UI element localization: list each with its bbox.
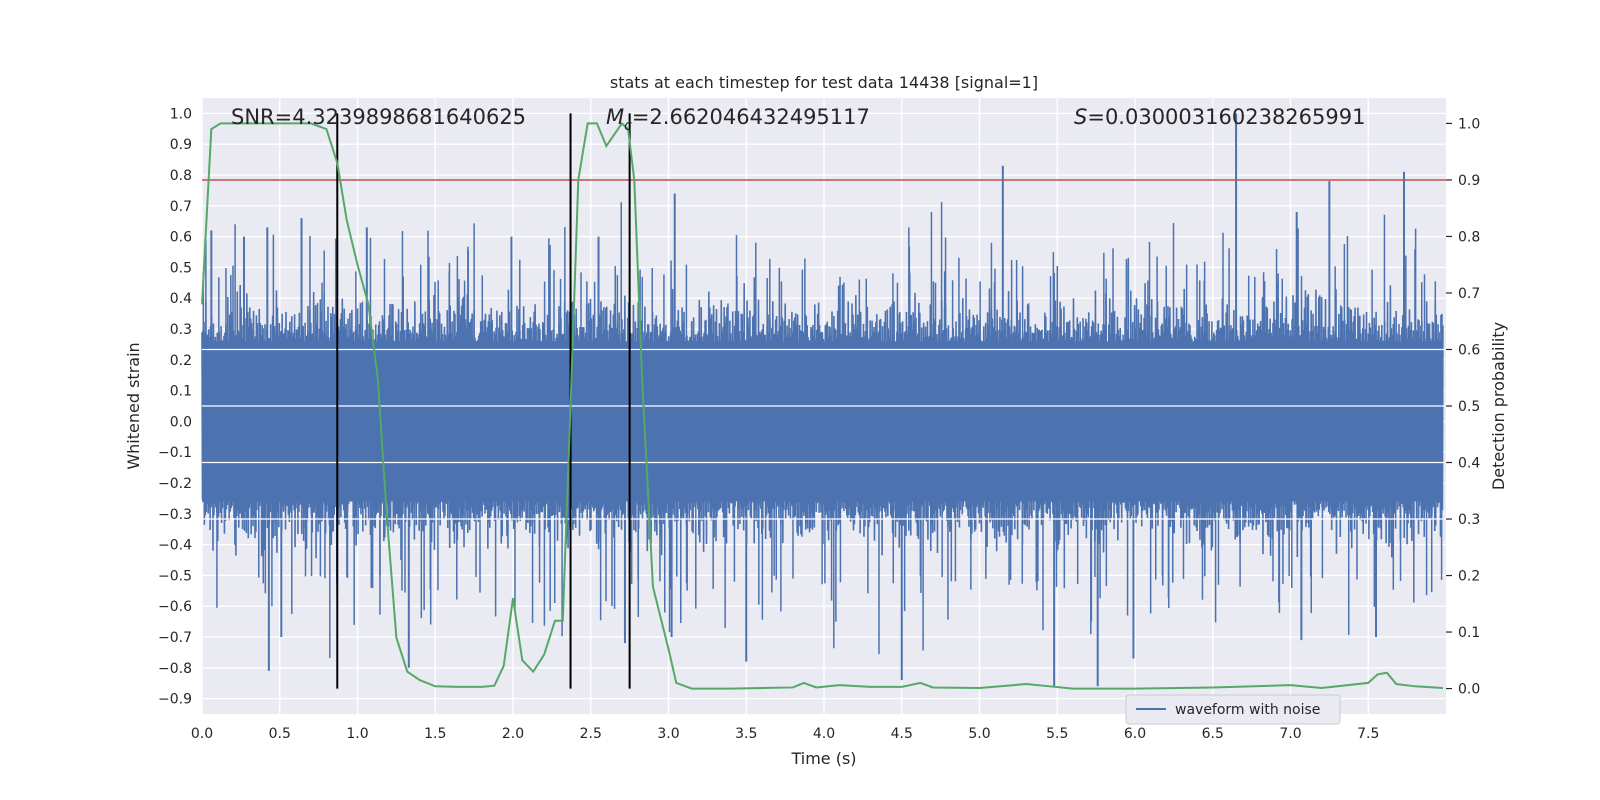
y-right-tick-label: 1.0: [1458, 116, 1480, 132]
probability-line: [201, 121, 1443, 690]
y-right-tick-label: 0.6: [1458, 342, 1480, 358]
s-annotation: S=0.030003160238265991: [1074, 105, 1365, 129]
right-axis-grid: [202, 348, 1446, 520]
y-tick-label: −0.1: [158, 445, 192, 461]
y-axis-label: Whitened strain: [124, 342, 143, 469]
legend-label: waveform with noise: [1175, 702, 1320, 718]
x-tick-labels: 0.0 0.5 1.0 1.5 2.0 2.5 3.0 3.5 4.0 4.5 5.0 5.5 6.0 6…: [191, 726, 1380, 742]
y-right-tick-labels: 0.0 0.1 0.2 0.3 0.4 0.5 0.6 0.7 0.8 0.9 1.0: [1446, 116, 1480, 698]
y-right-tick-label: 0.3: [1458, 512, 1480, 528]
y-right-tick-label: 0.9: [1458, 173, 1480, 189]
y-tick-label: 0.1: [170, 384, 192, 400]
chirp-mass-value: =2.662046432495117: [632, 105, 870, 129]
y-tick-label: 0.2: [170, 353, 192, 369]
y-tick-labels: −0.9 −0.8 −0.7 −0.6 −0.5 −0.4 −0.3 −0.2 −0.1 0.0 0…: [158, 106, 192, 707]
y-right-tick-label: 0.1: [1458, 625, 1480, 641]
x-tick-label: 0.0: [191, 726, 213, 742]
x-tick-label: 3.5: [735, 726, 757, 742]
chirp-mass-subscript: c: [624, 118, 632, 134]
y-tick-label: 0.9: [170, 137, 192, 153]
x-tick-label: 4.5: [891, 726, 913, 742]
x-tick-label: 5.5: [1046, 726, 1068, 742]
y-right-tick-label: 0.7: [1458, 286, 1480, 302]
y-tick-label: 0.5: [170, 260, 192, 276]
x-tick-label: 6.0: [1124, 726, 1146, 742]
x-tick-label: 2.0: [502, 726, 524, 742]
x-tick-label: 0.5: [269, 726, 291, 742]
x-tick-label: 3.0: [657, 726, 679, 742]
y-tick-label: −0.5: [158, 568, 192, 584]
y-tick-label: −0.4: [158, 538, 192, 554]
x-tick-label: 7.0: [1279, 726, 1301, 742]
y-tick-label: 0.7: [170, 199, 192, 215]
y-tick-label: −0.8: [158, 661, 192, 677]
y-right-tick-label: 0.5: [1458, 399, 1480, 415]
x-tick-label: 1.0: [346, 726, 368, 742]
y-right-tick-label: 0.2: [1458, 569, 1480, 585]
y-tick-label: −0.7: [158, 630, 192, 646]
y-right-axis-label: Detection probability: [1489, 322, 1508, 490]
y-right-tick-label: 0.8: [1458, 229, 1480, 245]
x-tick-label: 1.5: [424, 726, 446, 742]
y-tick-label: 1.0: [170, 106, 192, 122]
chirp-mass-symbol: M: [606, 105, 624, 129]
y-right-tick-label: 0.0: [1458, 682, 1480, 698]
x-tick-label: 7.5: [1357, 726, 1379, 742]
y-tick-label: −0.2: [158, 476, 192, 492]
legend: waveform with noise: [1125, 694, 1341, 725]
chirp-mass-annotation: Mc=2.662046432495117: [606, 105, 870, 134]
s-value: =0.030003160238265991: [1087, 105, 1365, 129]
y-right-tick-label: 0.4: [1458, 456, 1480, 472]
x-tick-label: 4.0: [813, 726, 835, 742]
y-tick-label: 0.6: [170, 230, 192, 246]
waveform-series: [201, 113, 1444, 687]
legend-box: [1125, 694, 1341, 725]
y-tick-label: −0.3: [158, 507, 192, 523]
x-tick-label: 5.0: [968, 726, 990, 742]
y-tick-label: 0.4: [170, 291, 192, 307]
y-tick-label: 0.8: [170, 168, 192, 184]
y-tick-label: −0.6: [158, 599, 192, 615]
chart-title: stats at each timestep for test data 144…: [610, 73, 1038, 92]
y-tick-label: 0.0: [170, 414, 192, 430]
y-tick-label: −0.9: [158, 692, 192, 708]
y-tick-label: 0.3: [170, 322, 192, 338]
x-axis-label: Time (s): [790, 749, 856, 768]
s-symbol: S: [1074, 105, 1087, 129]
snr-annotation: SNR=4.3239898681640625: [231, 105, 526, 129]
x-tick-label: 6.5: [1202, 726, 1224, 742]
x-tick-label: 2.5: [580, 726, 602, 742]
